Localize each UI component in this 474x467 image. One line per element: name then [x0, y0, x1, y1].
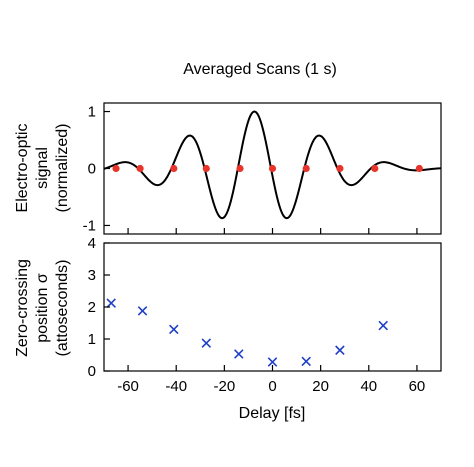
- zero-crossing-markers: [112, 164, 423, 173]
- bottom-y-tick-label: 3: [88, 267, 96, 284]
- bottom-x-tick-label: -40: [165, 378, 187, 395]
- zero-crossing-point: [202, 164, 210, 173]
- bottom-x-tick-label: 40: [360, 378, 377, 395]
- zero-crossing-point: [336, 164, 344, 173]
- zero-crossing-point: [112, 164, 120, 173]
- bottom-x-tick-label: 60: [409, 378, 426, 395]
- zero-crossing-point: [236, 164, 244, 173]
- waveform-line: [103, 110, 442, 220]
- sigma-point: [201, 338, 212, 348]
- zero-crossing-point: [371, 164, 379, 173]
- chart-title: Averaged Scans (1 s): [183, 61, 337, 78]
- bottom-y-ticks: 0 1 2 3 4: [88, 235, 110, 380]
- sigma-point: [106, 298, 116, 308]
- zero-crossing-point: [268, 164, 277, 173]
- sigma-point: [234, 349, 244, 359]
- bottom-ylabel-line-3: (attoseconds): [54, 260, 71, 357]
- bottom-panel: 0 1 2 3 4 -60 -40 -20 0 20 40 60 Zero-crossing pos…: [14, 235, 442, 422]
- bottom-x-tick-label: -60: [117, 378, 139, 395]
- top-ylabel-line-1: Electro-optic: [14, 124, 31, 213]
- bottom-y-tick-label: 4: [88, 235, 96, 252]
- bottom-plot-frame: [103, 242, 442, 372]
- bottom-y-tick-label: 1: [88, 331, 96, 348]
- top-y-tick-label: -1: [83, 217, 96, 234]
- sigma-point: [301, 356, 311, 367]
- x-axis-label: Delay [fs]: [239, 405, 306, 422]
- zero-crossing-point: [170, 164, 178, 173]
- bottom-x-tick-label: 20: [312, 378, 329, 395]
- bottom-y-tick-label: 0: [88, 363, 96, 380]
- bottom-ylabel-line-2: position σ: [34, 273, 51, 343]
- bottom-x-tick-label: -20: [214, 378, 236, 395]
- top-ylabel-line-2: signal: [34, 147, 51, 189]
- sigma-point: [335, 345, 345, 355]
- top-panel: -1 0 1 Electro-optic signal (normalized): [14, 102, 442, 235]
- bottom-ylabel-line-1: Zero-crossing: [14, 259, 31, 357]
- top-ylabel-line-3: (normalized): [54, 124, 71, 213]
- sigma-markers: [106, 298, 388, 367]
- top-y-tick-label: 1: [88, 104, 96, 121]
- sigma-point: [378, 320, 388, 331]
- top-y-tick-label: 0: [88, 161, 96, 178]
- zero-crossing-point: [415, 164, 423, 173]
- top-y-ticks: -1 0 1: [83, 104, 110, 234]
- zero-crossing-point: [302, 164, 310, 173]
- sigma-point: [137, 306, 148, 316]
- sigma-point: [169, 324, 179, 335]
- bottom-x-ticks: -60 -40 -20 0 20 40 60: [117, 365, 425, 395]
- zero-crossing-point: [136, 164, 144, 173]
- sigma-point: [267, 357, 278, 367]
- bottom-y-tick-label: 2: [88, 299, 96, 316]
- top-x-ticks: [127, 228, 418, 234]
- bottom-x-tick-label: 0: [268, 378, 276, 395]
